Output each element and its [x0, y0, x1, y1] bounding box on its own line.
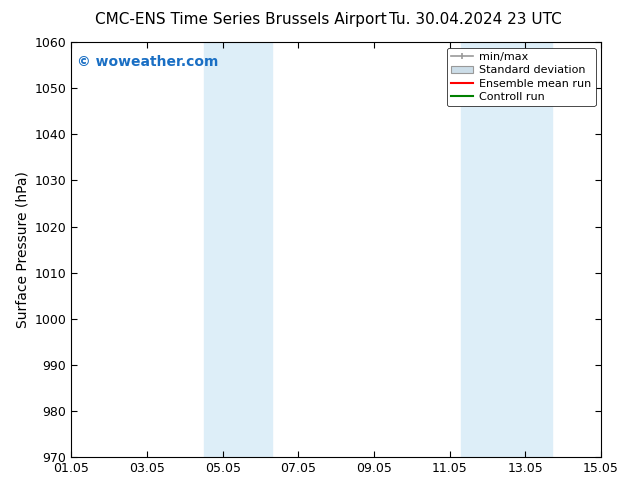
Text: © woweather.com: © woweather.com: [77, 54, 218, 69]
Y-axis label: Surface Pressure (hPa): Surface Pressure (hPa): [15, 171, 29, 328]
Text: Tu. 30.04.2024 23 UTC: Tu. 30.04.2024 23 UTC: [389, 12, 562, 27]
Legend: min/max, Standard deviation, Ensemble mean run, Controll run: min/max, Standard deviation, Ensemble me…: [446, 48, 595, 106]
Bar: [461, 42, 552, 457]
Text: CMC-ENS Time Series Brussels Airport: CMC-ENS Time Series Brussels Airport: [95, 12, 387, 27]
Bar: [204, 42, 272, 457]
